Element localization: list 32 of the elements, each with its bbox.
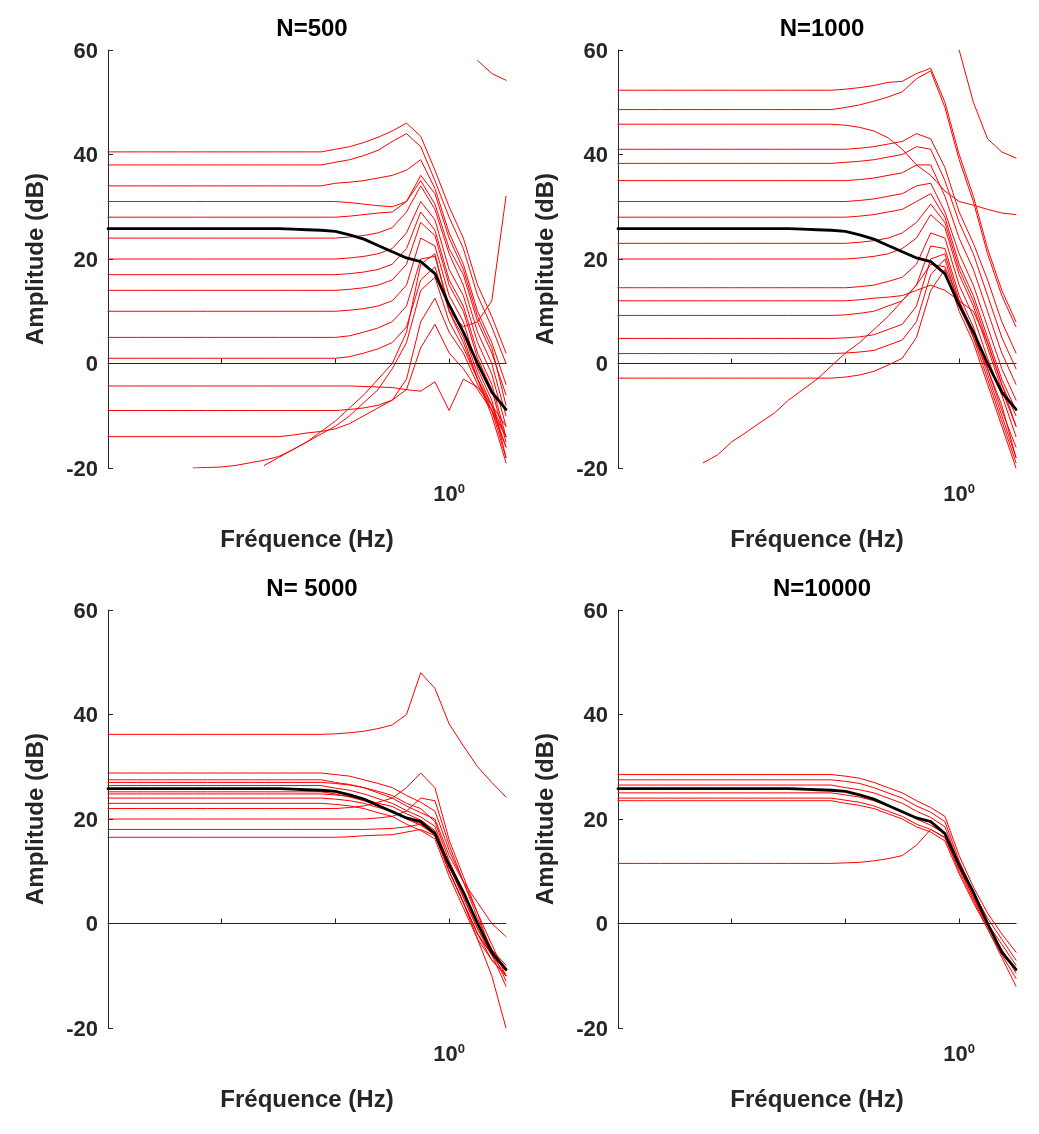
y-tick-label: 40 <box>583 702 608 727</box>
y-tick-label: 60 <box>583 37 608 63</box>
chart-title: N=1000 <box>779 13 865 41</box>
y-axis-title: Amplitude (dB) <box>530 733 558 905</box>
chart-title: N=10000 <box>772 573 872 601</box>
y-tick-label: -20 <box>66 1015 98 1041</box>
x-axis-title: Fréquence (Hz) <box>220 1084 394 1112</box>
y-tick-label: 20 <box>73 246 98 272</box>
y-tick-label: 20 <box>583 806 608 832</box>
y-tick-label: 60 <box>73 597 98 623</box>
x-axis-title: Fréquence (Hz) <box>730 1084 904 1112</box>
y-tick-label: 60 <box>73 37 98 63</box>
y-tick-label: 20 <box>73 806 98 832</box>
y-tick-label: 0 <box>595 351 608 376</box>
y-tick-label: 40 <box>583 142 608 167</box>
y-tick-label: 0 <box>85 351 98 376</box>
y-axis-title: Amplitude (dB) <box>20 733 48 905</box>
y-tick-label: -20 <box>576 1015 608 1041</box>
y-tick-label: 20 <box>583 246 608 272</box>
y-tick-label: 0 <box>85 911 98 936</box>
y-tick-label: -20 <box>66 455 98 481</box>
y-tick-label: 40 <box>73 702 98 727</box>
y-tick-label: -20 <box>576 455 608 481</box>
y-axis-title: Amplitude (dB) <box>530 173 558 345</box>
y-axis-title: Amplitude (dB) <box>20 173 48 345</box>
y-tick-label: 0 <box>595 911 608 936</box>
chart-title: N=500 <box>276 13 348 41</box>
chart-title: N= 5000 <box>266 573 358 601</box>
y-tick-label: 60 <box>583 597 608 623</box>
x-axis-title: Fréquence (Hz) <box>220 524 394 552</box>
x-axis-title: Fréquence (Hz) <box>730 524 904 552</box>
y-tick-label: 40 <box>73 142 98 167</box>
